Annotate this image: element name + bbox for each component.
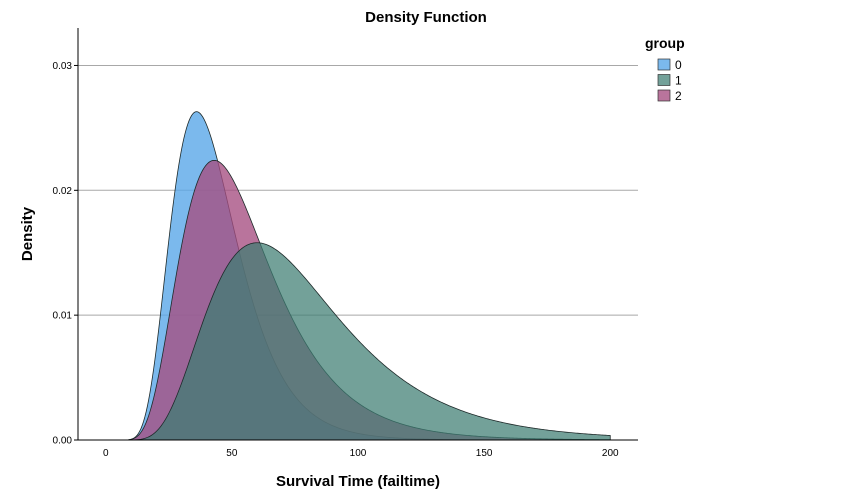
legend-label-group-2: 2 (675, 89, 682, 103)
x-tick-label: 0 (103, 448, 109, 459)
y-tick-label: 0.03 (53, 61, 73, 72)
axes (74, 28, 638, 441)
y-tick-labels: 0.00 0.01 0.02 0.03 (53, 61, 73, 447)
legend-swatch-group-1 (657, 74, 671, 86)
legend: group 0 12 (645, 35, 685, 103)
density-area-group-1 (105, 242, 611, 441)
chart-title: Density Function (365, 9, 487, 26)
y-axis-label: Density (19, 206, 36, 261)
legend-swatch-group-0 (657, 58, 671, 71)
x-tick-labels: 0 50 100 150 200 (103, 448, 619, 459)
y-tick-label: 0.02 (53, 186, 73, 197)
legend-label-group-1: 1 (675, 74, 682, 88)
density-areas (105, 111, 611, 441)
x-axis-label: Survival Time (failtime) (276, 473, 440, 490)
x-tick-label: 50 (226, 448, 238, 459)
y-tick-label: 0.01 (53, 311, 73, 322)
y-tick-label: 0.00 (53, 436, 73, 447)
legend-swatch-group-2 (657, 89, 671, 102)
grid-lines (78, 64, 638, 316)
x-tick-label: 150 (476, 448, 493, 459)
legend-title: group (645, 35, 685, 51)
legend-label-group-0: 0 (675, 58, 682, 72)
x-tick-label: 100 (350, 448, 367, 459)
x-tick-label: 200 (602, 448, 619, 459)
